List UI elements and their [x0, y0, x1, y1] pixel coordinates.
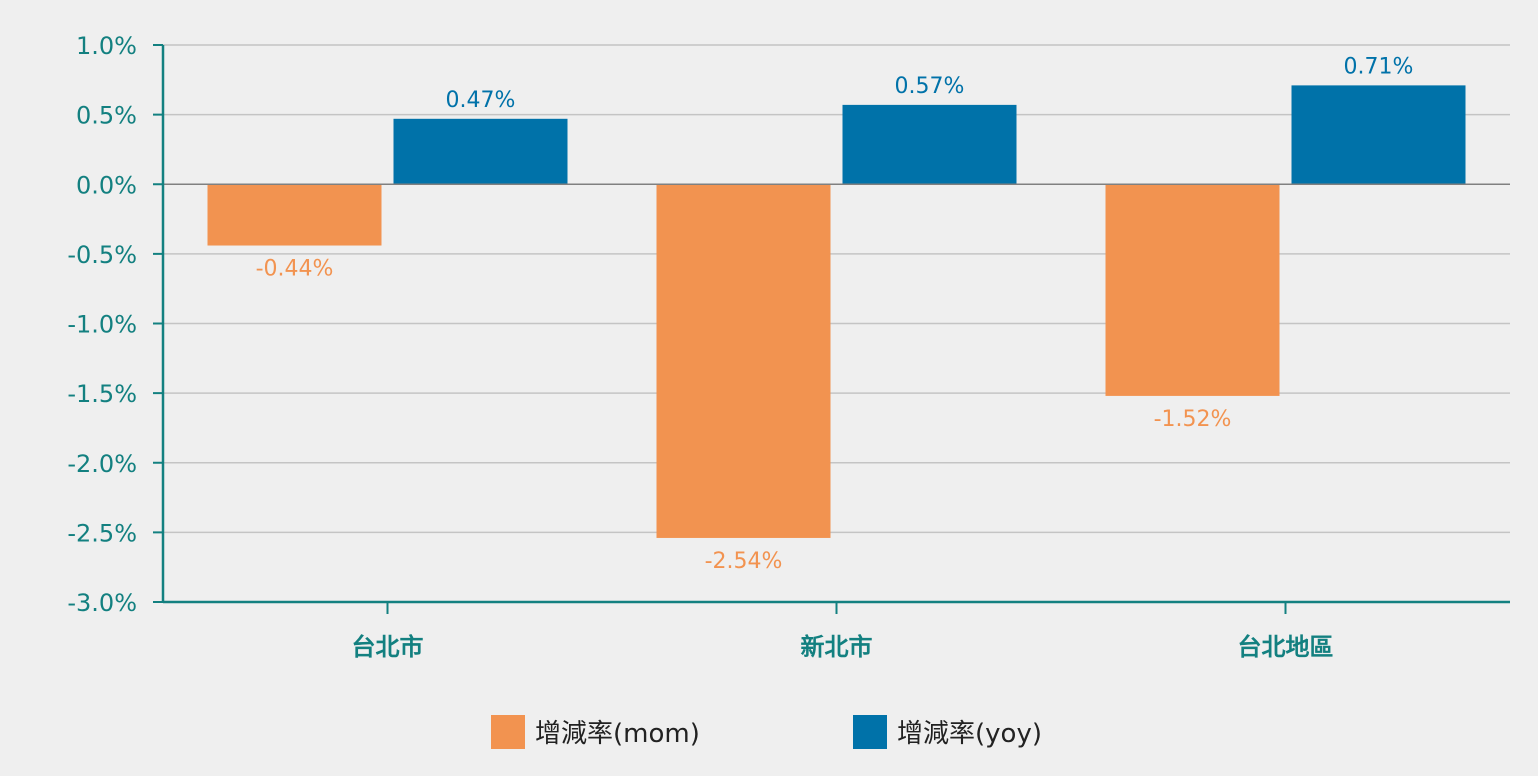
y-tick-label: -2.5%	[67, 519, 137, 547]
x-category-label: 台北市	[352, 633, 424, 661]
y-tick-label: 0.0%	[76, 171, 137, 199]
data-label: 0.71%	[1344, 54, 1414, 79]
y-tick-label: 0.5%	[76, 102, 137, 130]
bars	[207, 85, 1466, 538]
legend-swatch-mom	[491, 715, 525, 749]
y-tick-label: -0.5%	[67, 241, 137, 269]
data-label: 0.57%	[895, 74, 965, 99]
data-label: -1.52%	[1154, 407, 1232, 432]
y-tick-label: 1.0%	[76, 32, 137, 60]
bar-yoy	[393, 118, 568, 185]
data-label: -0.44%	[256, 257, 334, 282]
bar-mom	[1105, 184, 1280, 396]
data-labels: -0.44% 0.47% -2.54% 0.57% -1.52% 0.71%	[256, 54, 1414, 574]
bar-yoy	[1291, 85, 1466, 185]
data-label: -2.54%	[705, 549, 783, 574]
bar-yoy	[842, 104, 1017, 185]
x-category-label: 台北地區	[1238, 633, 1334, 661]
legend-label-yoy: 增減率(yoy)	[897, 719, 1042, 749]
grid-lines	[163, 44, 1510, 603]
data-label: 0.47%	[446, 88, 516, 113]
x-category-label: 新北市	[801, 633, 873, 661]
y-tick-label: -1.0%	[67, 311, 137, 339]
x-axis-categories: 台北市 新北市 台北地區	[352, 602, 1334, 661]
legend-swatch-yoy	[853, 715, 887, 749]
y-tick-label: -2.0%	[67, 450, 137, 478]
y-tick-label: -3.0%	[67, 589, 137, 617]
legend: 增減率(mom) 增減率(yoy)	[491, 715, 1042, 749]
bar-mom	[207, 184, 382, 246]
y-tick-label: -1.5%	[67, 380, 137, 408]
bar-mom	[656, 184, 831, 538]
y-axis-ticks: 1.0% 0.5% 0.0% -0.5% -1.0% -1.5% -2.0% -2.5% -3.…	[67, 32, 163, 617]
legend-label-mom: 增減率(mom)	[535, 719, 700, 749]
